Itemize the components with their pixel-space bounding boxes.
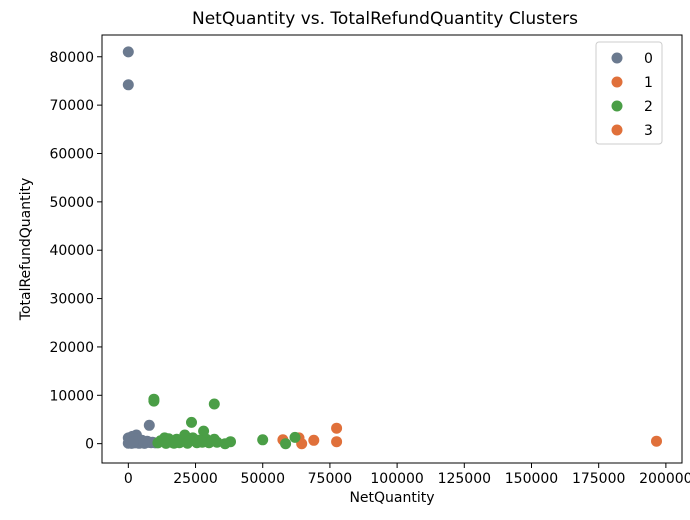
y-axis: 0 10000 20000 30000 40000 50000 60000 70000 8000… [49,50,102,453]
x-tick-label: 200000 [639,471,690,487]
legend-label: 0 [644,51,653,67]
point-cluster-0 [124,437,136,449]
x-tick-label: 50000 [240,471,285,487]
point-cluster-2 [289,431,301,443]
legend-marker [611,100,623,112]
x-tick-label: 100000 [370,471,423,487]
point-cluster-2 [208,398,220,410]
legend-marker [611,52,623,64]
axes-frame [101,34,683,464]
legend-label: 3 [644,123,653,139]
y-tick-label: 80000 [49,50,94,66]
point-cluster-2 [160,437,172,449]
x-tick-label: 0 [124,471,133,487]
legend-marker [611,76,623,88]
legend-label: 2 [644,99,653,115]
y-tick-label: 60000 [49,146,94,162]
legend: 0 1 2 3 [595,41,663,145]
y-axis-label: TotalRefundQuantity [18,178,34,321]
x-tick-label: 150000 [505,471,558,487]
point-cluster-1 [331,422,343,434]
point-cluster-0 [122,79,134,91]
point-cluster-2 [196,436,208,448]
point-cluster-1 [651,435,662,447]
legend-marker [611,124,623,136]
point-cluster-2 [257,434,269,446]
point-cluster-2 [225,436,236,448]
point-cluster-0 [143,419,155,431]
x-tick-label: 25000 [173,471,218,487]
chart-title: NetQuantity vs. TotalRefundQuantity Clus… [192,9,578,29]
point-cluster-0 [122,46,134,58]
point-cluster-2 [152,437,164,449]
y-tick-label: 30000 [49,292,94,308]
point-cluster-2 [206,435,218,447]
legend-box [595,41,663,145]
x-tick-label: 75000 [308,471,353,487]
y-tick-label: 50000 [49,195,94,211]
point-cluster-2 [186,416,197,428]
y-tick-label: 20000 [49,340,94,356]
x-tick-label: 125000 [438,471,491,487]
point-cluster-2 [148,395,160,407]
plot-area [122,46,662,450]
point-cluster-1 [308,434,320,446]
y-tick-label: 10000 [49,388,94,404]
point-cluster-2 [184,435,196,447]
y-tick-label: 0 [85,437,94,453]
x-tick-label: 175000 [572,471,625,487]
y-tick-label: 70000 [49,98,94,114]
point-cluster-2 [280,438,292,450]
point-cluster-2 [173,437,185,449]
point-cluster-1 [331,436,343,448]
legend-label: 1 [644,75,653,91]
x-axis: 0 25000 50000 75000 100000 125000 150000 175000… [124,463,690,487]
y-tick-label: 40000 [49,243,94,259]
x-axis-label: NetQuantity [349,490,434,506]
